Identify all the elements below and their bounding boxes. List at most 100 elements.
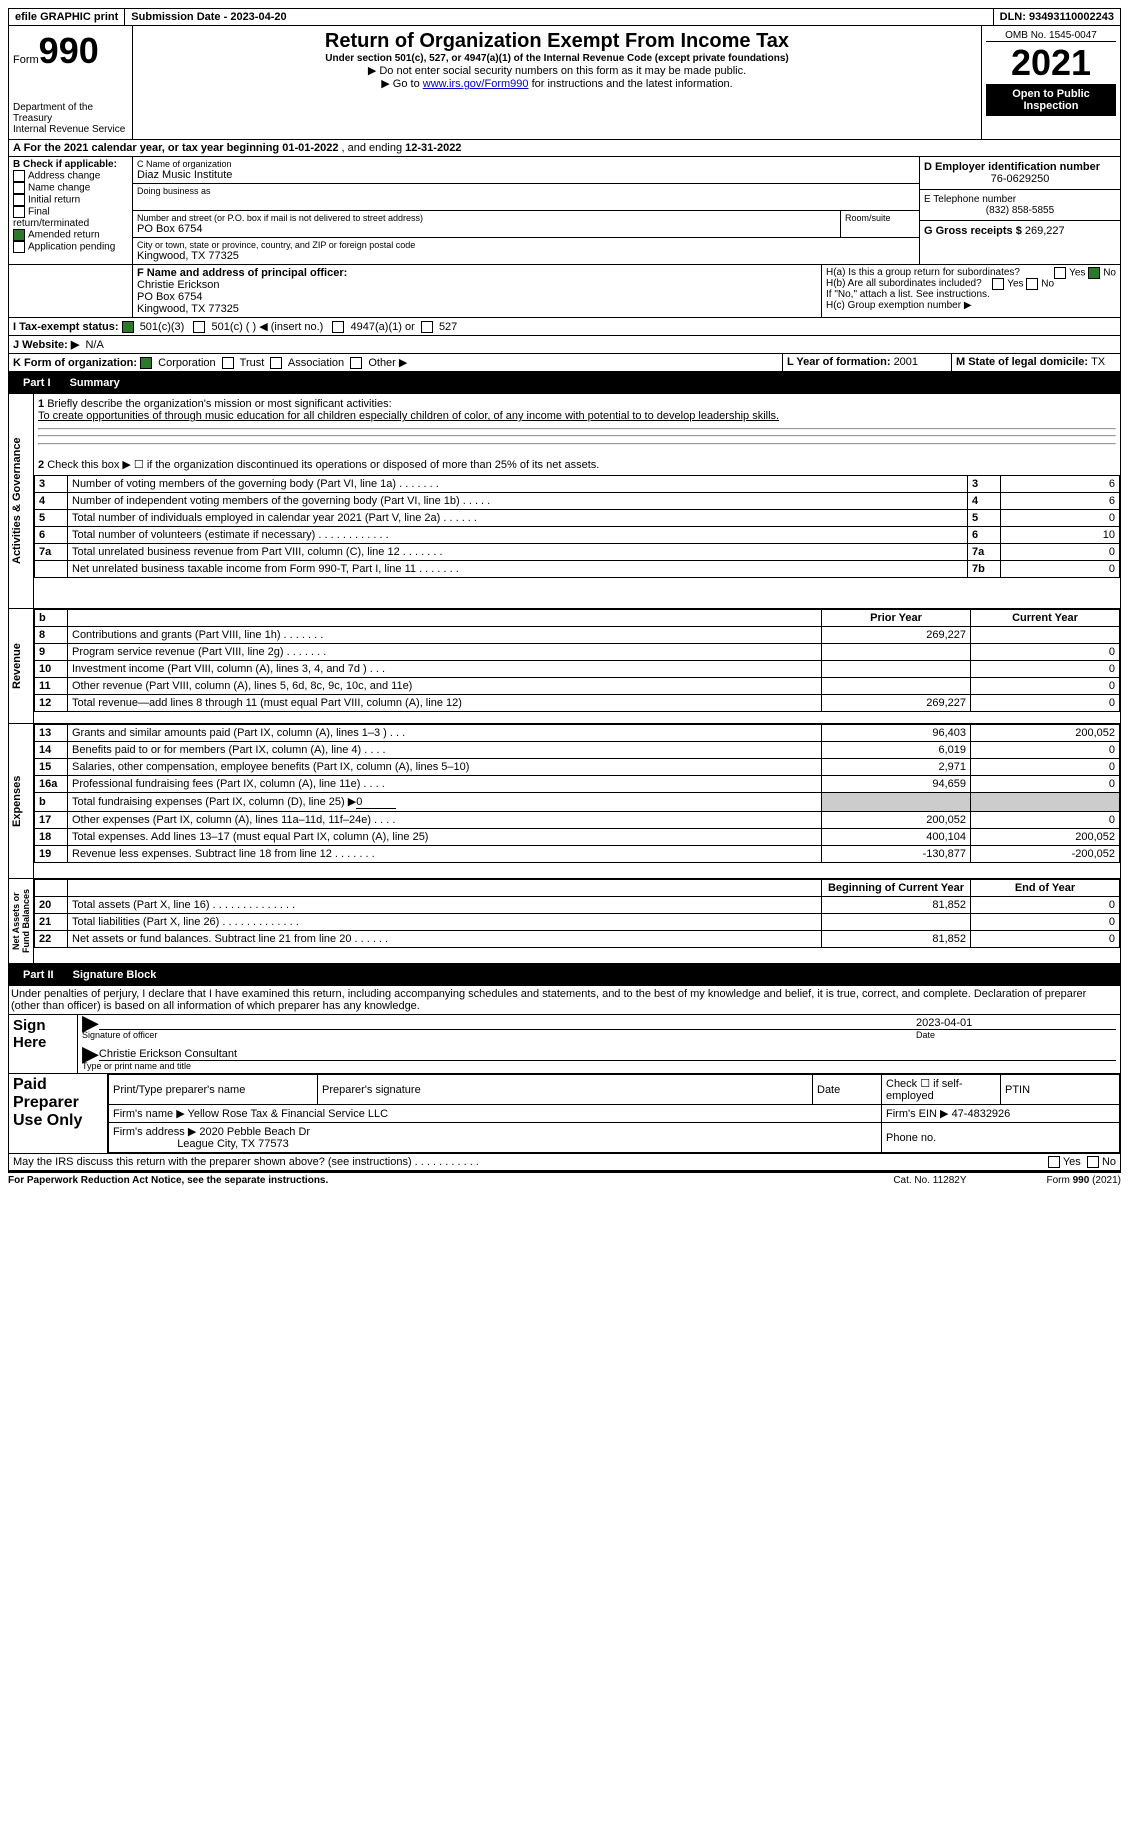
faddr1: 2020 Pebble Beach Dr bbox=[199, 1126, 310, 1138]
row-num: 17 bbox=[35, 812, 68, 829]
row-curr: 200,052 bbox=[971, 725, 1120, 742]
officer-printed: Christie Erickson Consultant bbox=[99, 1048, 1116, 1061]
footer: For Paperwork Reduction Act Notice, see … bbox=[8, 1171, 1121, 1186]
cb-amended[interactable] bbox=[13, 229, 25, 241]
cb-corp[interactable] bbox=[140, 357, 152, 369]
line-val: 0 bbox=[1001, 561, 1120, 578]
b-label: B Check if applicable: bbox=[13, 159, 117, 170]
row-num: 11 bbox=[35, 678, 68, 695]
cb-name[interactable] bbox=[13, 182, 25, 194]
row-curr: 0 bbox=[971, 759, 1120, 776]
note-ssn: ▶ Do not enter social security numbers o… bbox=[137, 64, 977, 77]
row-prior: -130,877 bbox=[822, 846, 971, 863]
ein: 76-0629250 bbox=[924, 173, 1116, 185]
d-yes: Yes bbox=[1063, 1156, 1081, 1168]
cb-501c3[interactable] bbox=[122, 321, 134, 333]
cb-4947[interactable] bbox=[332, 321, 344, 333]
faddr-l: Firm's address ▶ bbox=[113, 1126, 199, 1138]
cb-other[interactable] bbox=[350, 357, 362, 369]
b-name: Name change bbox=[28, 183, 90, 194]
cb-app[interactable] bbox=[13, 241, 25, 253]
i-4947: 4947(a)(1) or bbox=[351, 321, 415, 333]
part2-title: Signature Block bbox=[73, 969, 157, 981]
part2-label: Part II bbox=[15, 967, 62, 983]
line-num: 5 bbox=[35, 510, 68, 527]
k-other: Other ▶ bbox=[368, 357, 407, 369]
foot-form: Form bbox=[1047, 1175, 1073, 1186]
line-text: Number of voting members of the governin… bbox=[68, 476, 968, 493]
cb-hb-yes[interactable] bbox=[992, 278, 1004, 290]
cb-ha-yes[interactable] bbox=[1054, 267, 1066, 279]
row-num: 19 bbox=[35, 846, 68, 863]
row-text: Contributions and grants (Part VIII, lin… bbox=[68, 627, 822, 644]
side-na: Net Assets or Fund Balances bbox=[9, 879, 33, 963]
col-b: b bbox=[35, 610, 68, 627]
expenses-block: Expenses 13Grants and similar amounts pa… bbox=[8, 724, 1121, 879]
row-prior: 94,659 bbox=[822, 776, 971, 793]
cb-hb-no[interactable] bbox=[1026, 278, 1038, 290]
mission: To create opportunities of through music… bbox=[38, 410, 779, 422]
row-text: Benefits paid to or for members (Part IX… bbox=[68, 742, 822, 759]
f-label: F Name and address of principal officer: bbox=[137, 267, 347, 279]
row-curr: 0 bbox=[971, 931, 1120, 948]
cb-initial[interactable] bbox=[13, 194, 25, 206]
cb-assoc[interactable] bbox=[270, 357, 282, 369]
m-label: M State of legal domicile: bbox=[956, 356, 1091, 368]
b-amend: Amended return bbox=[28, 230, 100, 241]
cb-final[interactable] bbox=[13, 206, 25, 218]
line-box: 5 bbox=[968, 510, 1001, 527]
date-label: Date bbox=[916, 1030, 1116, 1040]
row-prior bbox=[822, 914, 971, 931]
a-begin: 01-01-2022 bbox=[282, 142, 338, 154]
l-label: L Year of formation: bbox=[787, 356, 894, 368]
cb-address[interactable] bbox=[13, 170, 25, 182]
row-curr: 0 bbox=[971, 742, 1120, 759]
line-num: 4 bbox=[35, 493, 68, 510]
sign-date-val: 2023-04-01 bbox=[916, 1017, 1116, 1030]
d-no: No bbox=[1102, 1156, 1116, 1168]
cat-no: Cat. No. 11282Y bbox=[893, 1175, 966, 1186]
line-klm: K Form of organization: Corporation Trus… bbox=[8, 354, 1121, 372]
shaded-cell bbox=[822, 793, 971, 812]
col-prior: Prior Year bbox=[822, 610, 971, 627]
a-end: 12-31-2022 bbox=[405, 142, 461, 154]
row-prior: 2,971 bbox=[822, 759, 971, 776]
d-label: D Employer identification number bbox=[924, 161, 1100, 173]
cb-trust[interactable] bbox=[222, 357, 234, 369]
row-curr: 0 bbox=[971, 678, 1120, 695]
part2-bar: Part II Signature Block bbox=[8, 964, 1121, 986]
row-text: Investment income (Part VIII, column (A)… bbox=[68, 661, 822, 678]
row-prior: 400,104 bbox=[822, 829, 971, 846]
cb-501c[interactable] bbox=[193, 321, 205, 333]
row-prior bbox=[822, 661, 971, 678]
row-num: 8 bbox=[35, 627, 68, 644]
row-text: Total liabilities (Part X, line 26) . . … bbox=[68, 914, 822, 931]
line-box: 4 bbox=[968, 493, 1001, 510]
cb-527[interactable] bbox=[421, 321, 433, 333]
line-num: 6 bbox=[35, 527, 68, 544]
row-curr: -200,052 bbox=[971, 846, 1120, 863]
cb-discuss-yes[interactable] bbox=[1048, 1156, 1060, 1168]
cb-ha-no[interactable] bbox=[1088, 267, 1100, 279]
row-num: 14 bbox=[35, 742, 68, 759]
line-text: Total unrelated business revenue from Pa… bbox=[68, 544, 968, 561]
cb-discuss-no[interactable] bbox=[1087, 1156, 1099, 1168]
row-num: 12 bbox=[35, 695, 68, 712]
row-text: Total assets (Part X, line 16) . . . . .… bbox=[68, 897, 822, 914]
line-box: 7b bbox=[968, 561, 1001, 578]
row-curr: 0 bbox=[971, 776, 1120, 793]
b-init: Initial return bbox=[28, 195, 80, 206]
row-prior: 269,227 bbox=[822, 627, 971, 644]
row-prior: 81,852 bbox=[822, 897, 971, 914]
row-text: Program service revenue (Part VIII, line… bbox=[68, 644, 822, 661]
l16b-val: 0 bbox=[356, 796, 396, 809]
discuss-q: May the IRS discuss this return with the… bbox=[13, 1156, 479, 1168]
sign-here-block: Sign Here ▶2023-04-01 Signature of offic… bbox=[8, 1015, 1121, 1074]
side-ag: Activities & Governance bbox=[9, 394, 25, 608]
pdate: Date bbox=[813, 1075, 882, 1105]
irs-link[interactable]: www.irs.gov/Form990 bbox=[423, 78, 529, 90]
line-a: A For the 2021 calendar year, or tax yea… bbox=[8, 140, 1121, 157]
row-num: 18 bbox=[35, 829, 68, 846]
expenses-table: 13Grants and similar amounts paid (Part … bbox=[34, 724, 1120, 863]
arrow-icon: ▶ bbox=[82, 1017, 99, 1030]
